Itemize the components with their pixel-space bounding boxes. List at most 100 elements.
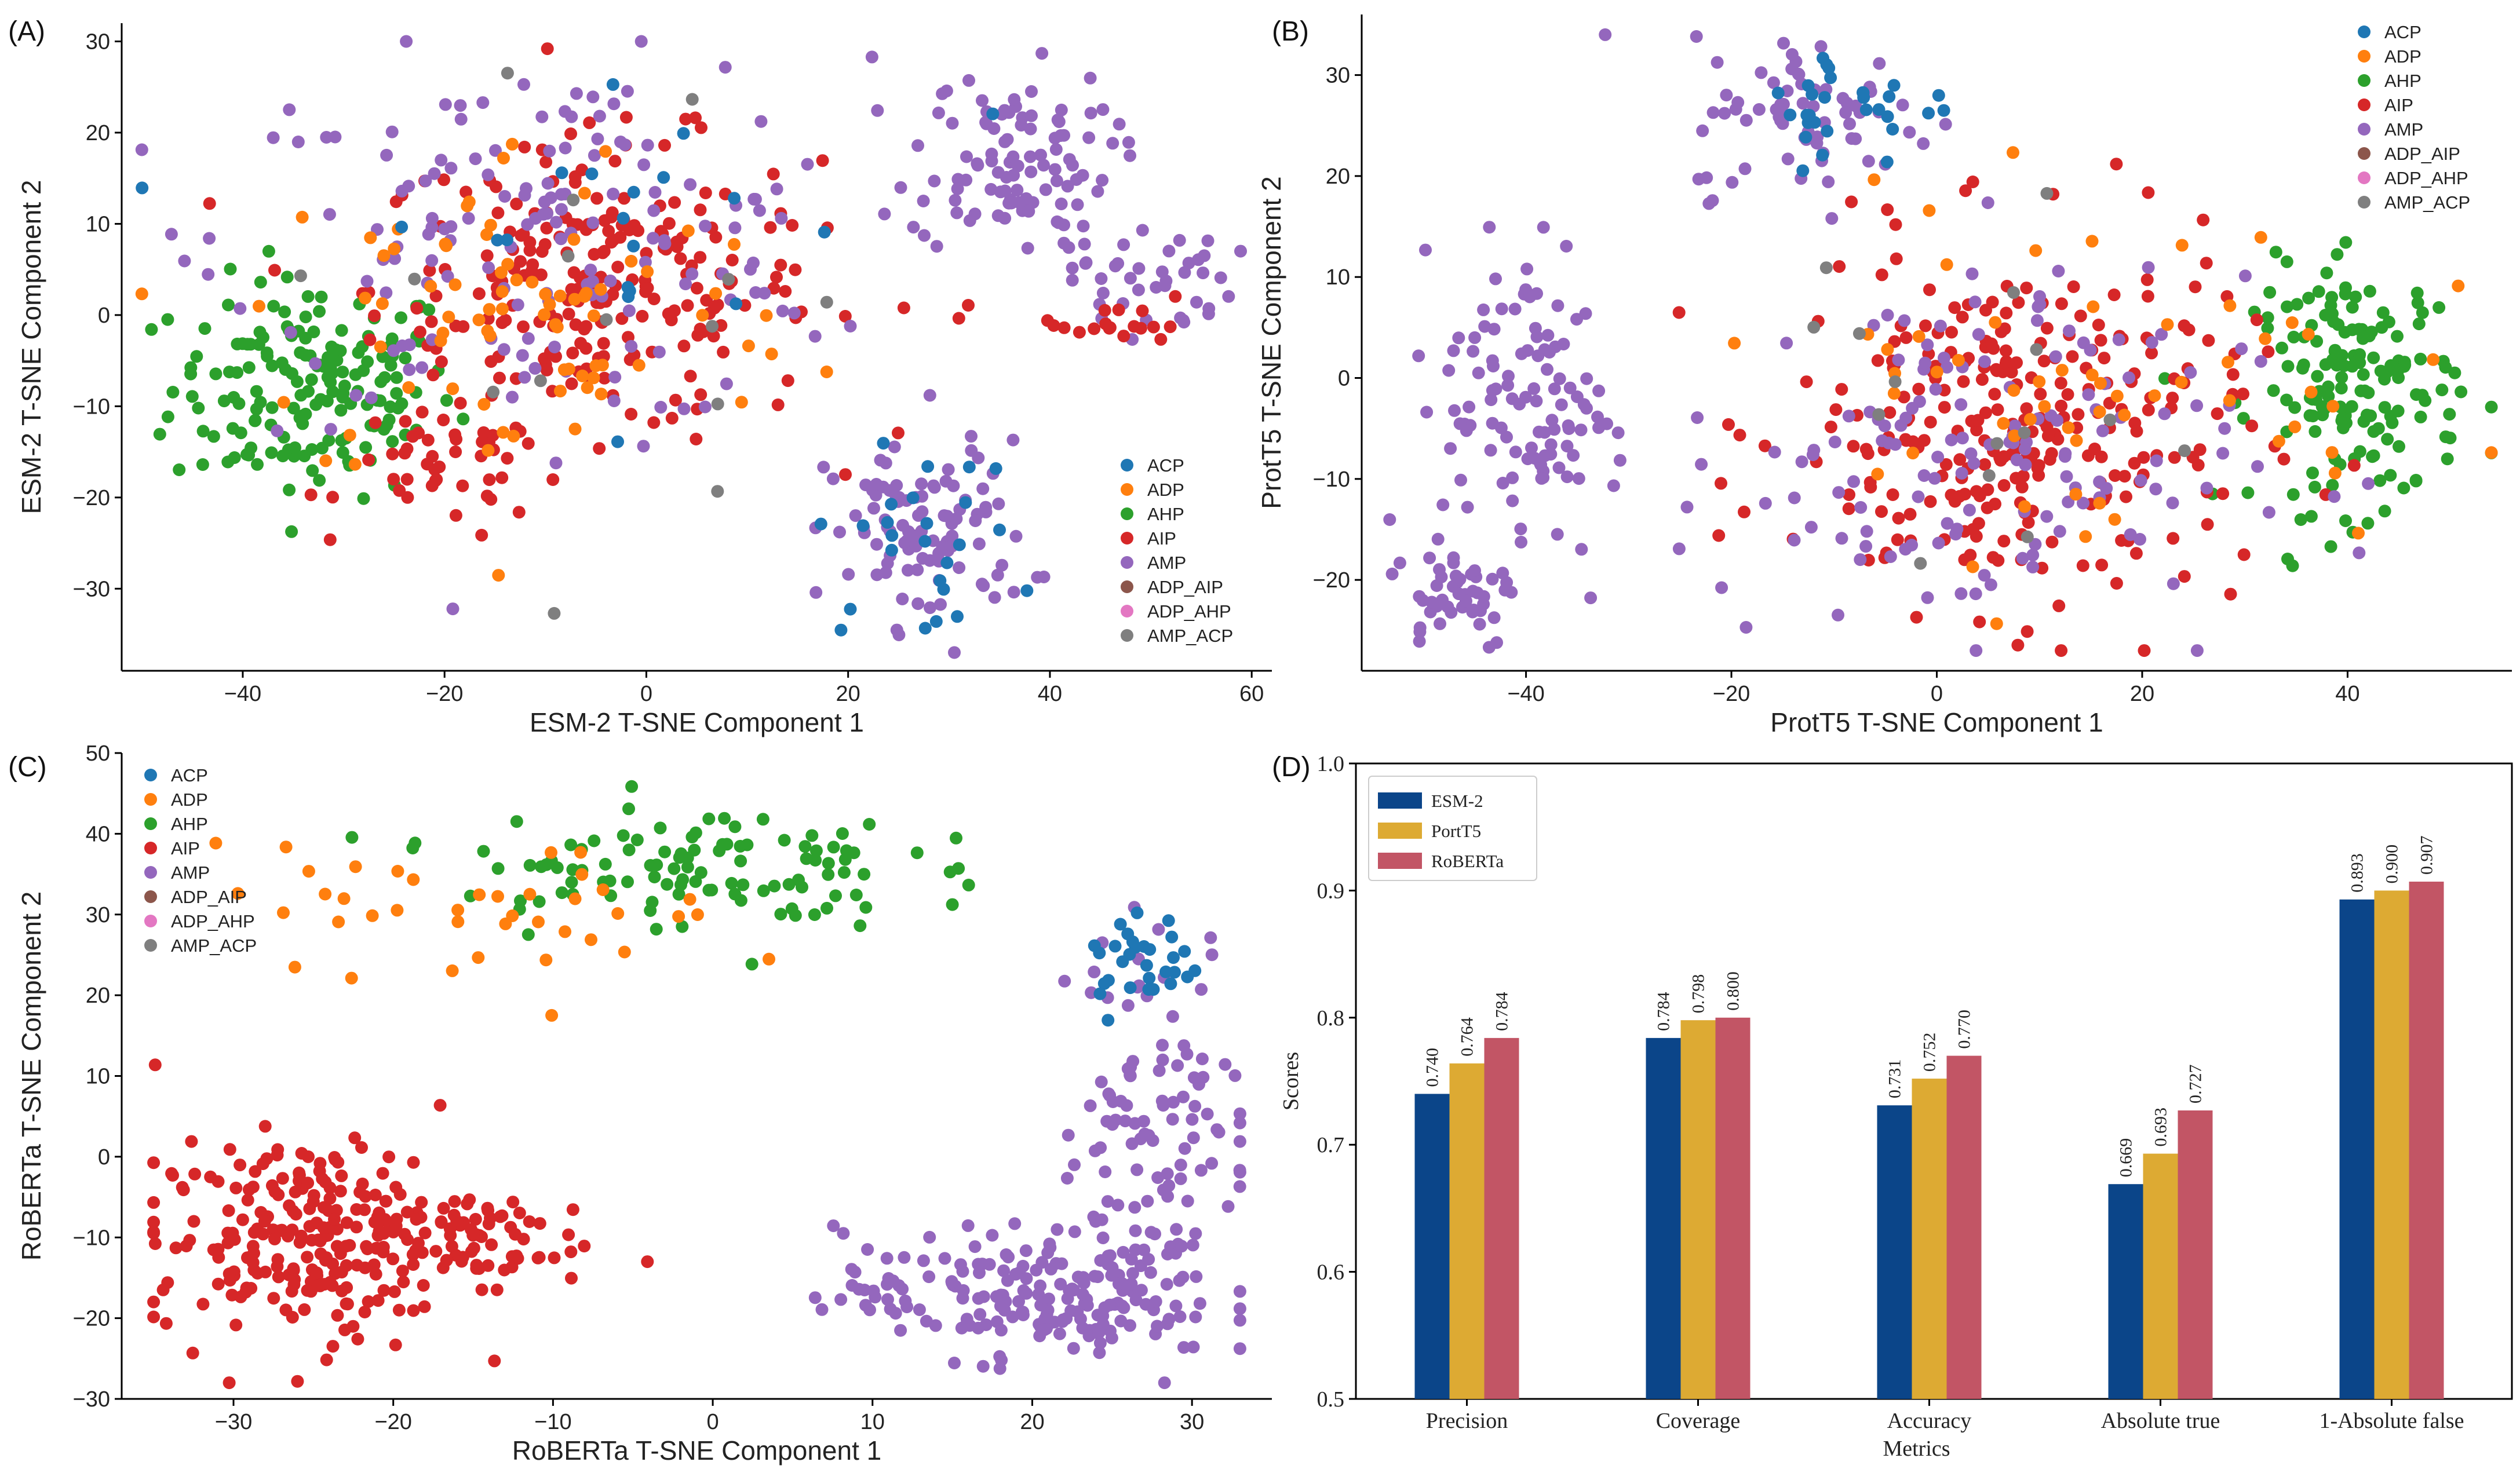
scatter-point-ahp <box>2303 409 2317 422</box>
scatter-point-ahp <box>2287 330 2300 344</box>
scatter-point-amp <box>1031 571 1044 584</box>
scatter-point-amp <box>1067 1342 1080 1355</box>
scatter-point-adp <box>366 909 379 922</box>
scatter-point-aip <box>1099 317 1113 330</box>
scatter-point-ahp <box>728 887 742 901</box>
scatter-point-amp <box>622 304 636 317</box>
scatter-point-ahp <box>521 928 535 941</box>
scatter-point-amp <box>747 192 761 206</box>
legend-label: AHP <box>2384 71 2421 91</box>
scatter-point-ahp <box>2261 311 2274 324</box>
scatter-point-aip <box>389 1219 403 1233</box>
scatter-point-amp <box>2251 460 2264 473</box>
scatter-point-ahp <box>2304 510 2318 523</box>
scatter-point-aip <box>369 1189 382 1201</box>
scatter-point-amp <box>1444 442 1457 455</box>
legend-label: ADP <box>2384 46 2421 67</box>
scatter-point-amp <box>1541 328 1555 342</box>
x-tick-label: −20 <box>1713 682 1750 706</box>
scatter-point-amp-acp <box>1819 261 1833 275</box>
scatter-point-aip <box>1971 414 1985 427</box>
scatter-point-amp <box>2167 577 2180 590</box>
scatter-point-adp <box>523 887 537 901</box>
scatter-point-aip <box>355 1141 368 1154</box>
scatter-point-aip <box>952 312 965 325</box>
scatter-point-aip <box>533 1251 546 1264</box>
scatter-point-amp <box>1738 162 1752 176</box>
scatter-point-amp <box>1117 1245 1130 1259</box>
scatter-point-amp <box>1484 444 1497 457</box>
scatter-point-amp <box>1012 1295 1025 1308</box>
scatter-point-aip <box>286 1311 299 1324</box>
scatter-point-ahp <box>223 366 236 379</box>
scatter-point-adp <box>1868 173 1881 187</box>
legend-label: ADP_AIP <box>171 887 247 907</box>
scatter-point-amp <box>698 400 712 414</box>
scatter-point-amp <box>2082 388 2095 401</box>
scatter-point-amp <box>1091 185 1104 198</box>
scatter-point-aip <box>781 374 794 388</box>
scatter-point-ahp <box>950 831 962 845</box>
legend-marker-amp <box>1121 556 1133 569</box>
scatter-point-acp <box>1821 125 1834 138</box>
scatter-point-amp <box>2008 419 2022 433</box>
scatter-point-adp <box>576 370 589 382</box>
scatter-point-adp <box>579 287 593 300</box>
x-tick-label: 0 <box>1931 682 1943 706</box>
scatter-point-adp <box>538 308 551 321</box>
scatter-point-amp <box>1548 423 1561 436</box>
scatter-point-amp <box>1175 1240 1188 1253</box>
scatter-point-ahp <box>275 356 289 370</box>
scatter-point-acp <box>962 461 976 474</box>
scatter-point-amp <box>1101 1195 1114 1208</box>
scatter-point-aip <box>417 1279 430 1292</box>
legend-label: AMP_ACP <box>171 936 257 956</box>
scatter-point-adp <box>2093 496 2106 510</box>
scatter-point-ahp <box>2433 301 2446 314</box>
scatter-point-acp <box>951 610 964 623</box>
scatter-point-amp <box>1843 117 1856 130</box>
scatter-point-ahp <box>837 866 851 879</box>
bar-value-label: 0.669 <box>2117 1138 2136 1178</box>
scatter-point-aip <box>418 1300 431 1313</box>
scatter-point-aip <box>2262 345 2275 359</box>
scatter-point-amp <box>1162 1313 1176 1326</box>
scatter-point-amp <box>972 1258 985 1271</box>
scatter-point-ahp <box>252 338 265 351</box>
scatter-point-amp <box>1048 163 1062 176</box>
scatter-point-aip <box>1997 450 2011 463</box>
scatter-point-aip <box>499 313 512 327</box>
scatter-point-adp <box>820 366 833 378</box>
scatter-point-ahp <box>658 845 672 858</box>
scatter-point-ahp <box>654 821 667 835</box>
scatter-point-aip <box>1975 373 1989 386</box>
scatter-point-adp <box>483 329 497 342</box>
scatter-point-amp <box>1567 449 1580 462</box>
scatter-point-amp <box>1477 590 1490 603</box>
scatter-point-aip <box>268 264 281 277</box>
scatter-point-amp <box>1096 103 1110 116</box>
scatter-point-amp <box>2096 424 2109 437</box>
scatter-point-ahp <box>2302 291 2315 305</box>
scatter-point-amp-acp <box>548 606 561 620</box>
scatter-point-aip <box>618 192 630 205</box>
panel-label: (B) <box>1272 16 1309 47</box>
scatter-point-amp <box>652 345 666 359</box>
scatter-point-aip <box>435 355 448 368</box>
scatter-point-amp <box>2123 371 2135 385</box>
scatter-point-aip <box>258 1120 272 1133</box>
scatter-point-aip <box>271 1149 284 1162</box>
scatter-points <box>1383 28 2498 657</box>
scatter-point-amp <box>1077 1276 1091 1289</box>
scatter-point-ahp <box>267 299 280 313</box>
legend-label: ADP_AHP <box>1147 601 1231 622</box>
scatter-point-amp <box>1035 47 1049 60</box>
scatter-point-aip <box>323 1192 337 1205</box>
scatter-point-amp <box>1599 28 1612 41</box>
scatter-point-aip <box>491 206 505 220</box>
scatter-point-aip <box>1897 390 1910 404</box>
scatter-point-ahp <box>2324 540 2337 553</box>
scatter-point-ahp <box>962 878 975 891</box>
scatter-point-ahp <box>822 857 835 870</box>
scatter-point-amp <box>844 320 857 332</box>
